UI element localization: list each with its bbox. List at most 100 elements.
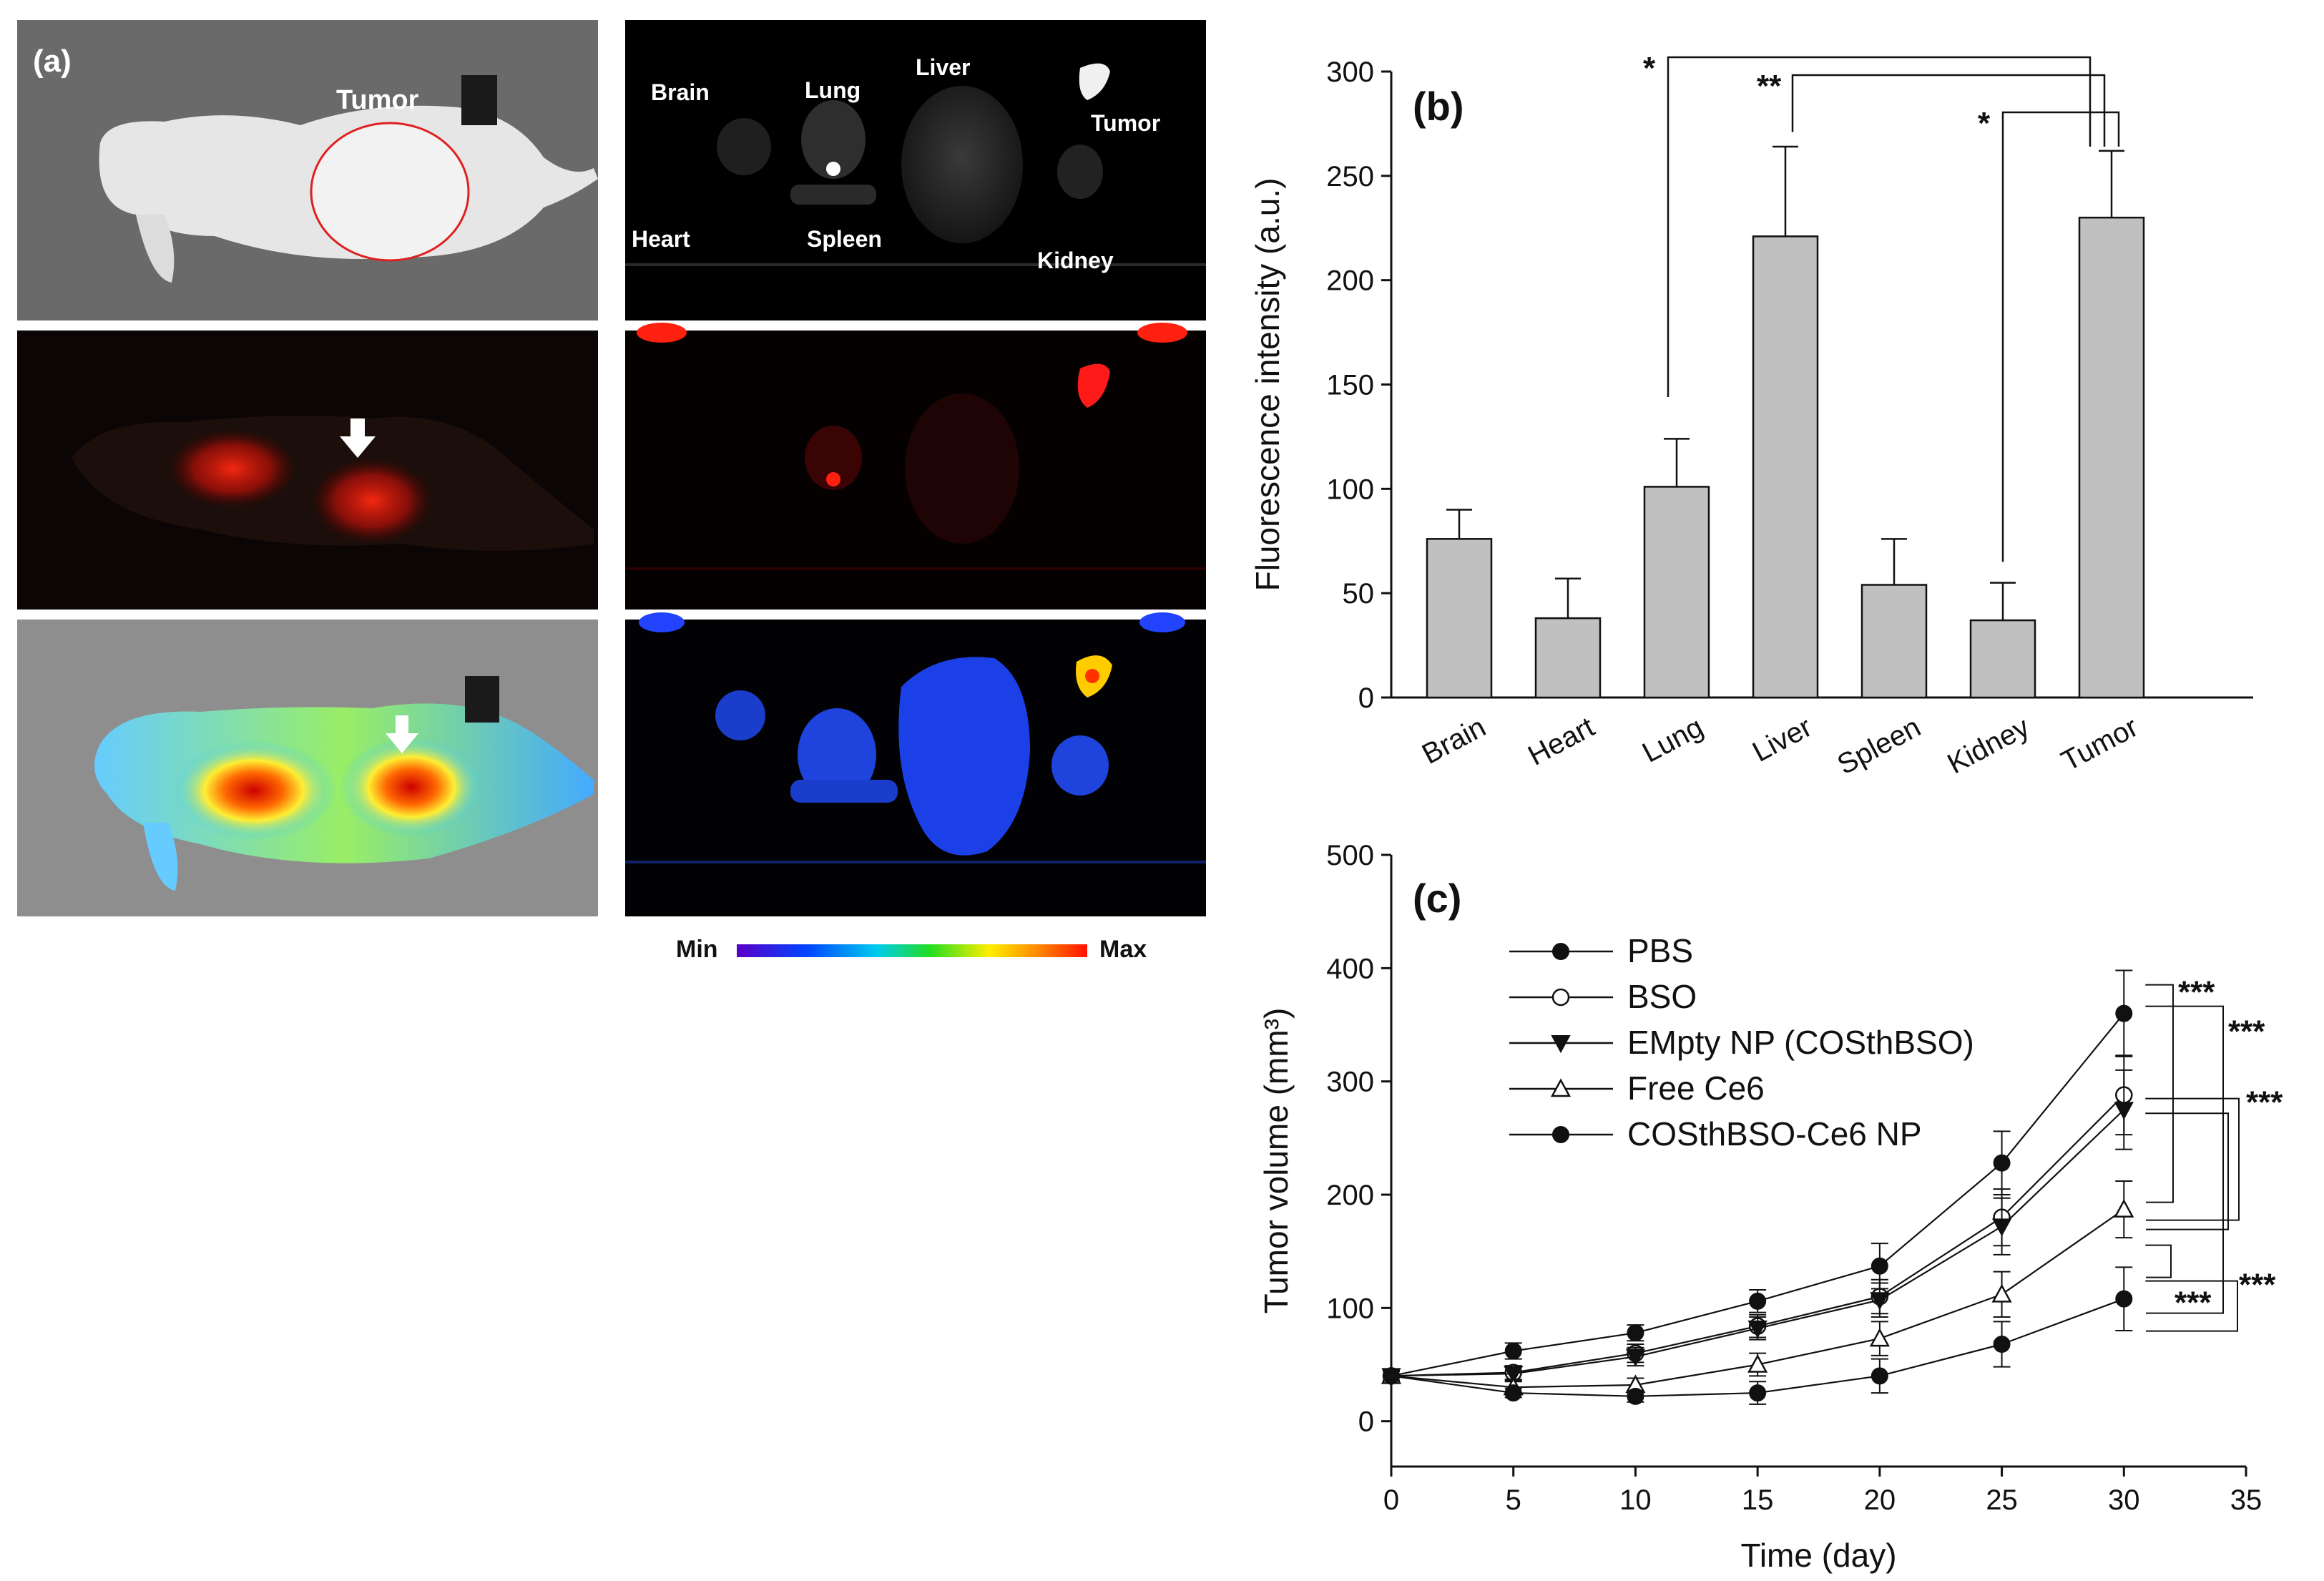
line-chart-c: (c) 0 100 200 300 400 500 0 5 10 15 20 25 30 35 Time (… [1257, 840, 2283, 1574]
bar-liver [1752, 235, 1819, 699]
significance-bracket [2145, 1280, 2238, 1332]
x-tick-label: Tumor [2056, 711, 2143, 777]
y-tick-label: 300 [1326, 57, 1374, 88]
heat-organ-tumor-core [1085, 669, 1099, 683]
heat-organ-lung [798, 708, 876, 801]
x-tick-label: 35 [2230, 1484, 2262, 1516]
significance-bracket [1791, 74, 2106, 147]
data-point [1625, 1348, 1646, 1367]
significance-label: *** [2246, 1085, 2283, 1120]
significance-bracket [2145, 1244, 2172, 1278]
legend-marker [1551, 988, 1570, 1007]
significance-bracket [1667, 56, 2092, 397]
legend-label: EMpty NP (COSthBSO) [1627, 1024, 1974, 1061]
x-tick-label: 15 [1742, 1484, 1774, 1516]
x-tick-label: 30 [2108, 1484, 2140, 1516]
fluor-organ-liver [905, 393, 1019, 544]
y-tick-label: 300 [1326, 1067, 1374, 1098]
data-point [2115, 1290, 2133, 1308]
dark-object [461, 75, 497, 125]
colorbar-min: Min [676, 936, 718, 963]
legend-marker [1552, 1126, 1569, 1143]
data-point [1504, 1366, 1524, 1384]
organ-lung-hotspot [826, 162, 840, 176]
legend-marker [1552, 943, 1569, 960]
significance-label: * [1978, 106, 1991, 141]
arrow-down-2 [386, 715, 418, 753]
heat-organ-kidney [1051, 735, 1109, 796]
panel-a: (a) Tumor Brain Lung Liver Tumor Heart S… [17, 20, 1206, 963]
y-tick-label: 200 [1326, 1180, 1374, 1211]
organ-label-tumor: Tumor [1091, 110, 1160, 136]
significance-label: ** [1757, 69, 1782, 104]
data-point [1627, 1324, 1644, 1342]
data-point [1993, 1336, 2011, 1353]
heat-organ-brain [715, 690, 765, 740]
data-point [1627, 1387, 1644, 1405]
bar-spleen [1860, 584, 1928, 699]
significance-label: *** [2175, 1286, 2212, 1321]
fluor-corner-right [1137, 323, 1187, 343]
legend-label: BSO [1627, 978, 1697, 1015]
fluor-organ-lung [805, 426, 862, 490]
mouse-ear [136, 215, 175, 283]
y-tick-label: 0 [1358, 682, 1374, 714]
x-tick-label: Spleen [1833, 711, 1926, 780]
organ-lung [801, 100, 866, 179]
tumor-label: Tumor [336, 85, 419, 115]
organ-tumor [1079, 63, 1110, 100]
x-axis-title: Time (day) [1740, 1537, 1896, 1574]
organ-label-liver: Liver [916, 54, 970, 80]
legend-marker [1550, 1078, 1572, 1097]
data-point [1871, 1367, 1888, 1385]
significance-bracket [2145, 1097, 2240, 1221]
x-tick-label: Kidney [1943, 711, 2035, 780]
significance-bracket [2145, 1112, 2229, 1230]
bar-lung [1643, 486, 1710, 699]
x-tick-label: Liver [1747, 711, 1817, 768]
bar-brain [1426, 538, 1493, 699]
data-point [2115, 1004, 2133, 1022]
significance-bracket [2145, 984, 2174, 1203]
significance-label: *** [2178, 975, 2215, 1010]
x-tick-label: 10 [1619, 1484, 1652, 1516]
organ-label-lung: Lung [805, 77, 861, 103]
y-axis-title: Tumor volume (mm³) [1257, 1008, 1295, 1314]
fluor-corner-left [637, 323, 687, 343]
tumor-circle [310, 122, 470, 262]
bar-chart-b: (b) 0 50 100 150 200 250 300 Brain Heart Lung Live… [1249, 51, 2253, 780]
legend-label: Free Ce6 [1627, 1070, 1765, 1107]
data-point [1991, 1283, 2012, 1303]
organ-label-brain: Brain [651, 79, 710, 105]
significance-label: * [1643, 51, 1656, 86]
organ-liver [901, 86, 1023, 243]
data-point [1749, 1384, 1767, 1402]
data-point [1871, 1257, 1888, 1275]
x-tick-label: 5 [1506, 1484, 1521, 1516]
organ-label-spleen: Spleen [807, 226, 882, 252]
x-tick-label: Heart [1523, 711, 1599, 772]
significance-label: *** [2228, 1014, 2265, 1049]
y-tick-label: 250 [1326, 161, 1374, 192]
fluor-organ-tumor [1077, 363, 1110, 408]
organ-label-kidney: Kidney [1037, 248, 1114, 273]
colorbar-max: Max [1099, 936, 1147, 963]
data-point [1991, 1218, 2012, 1237]
bar-heart [1534, 617, 1602, 699]
x-tick-label: Lung [1637, 711, 1708, 769]
organ-label-heart: Heart [632, 226, 690, 252]
panel-b-label: (b) [1413, 84, 1464, 129]
bar-tumor [2078, 216, 2145, 699]
heat-corner-left [639, 612, 685, 632]
data-point [1747, 1354, 1768, 1373]
x-tick-label: 20 [1864, 1484, 1896, 1516]
y-tick-label: 100 [1326, 1293, 1374, 1324]
panel-c-label: (c) [1413, 876, 1461, 921]
significance-label: *** [2239, 1268, 2276, 1303]
colorbar [737, 944, 1087, 957]
legend-marker [1551, 1035, 1571, 1054]
fluor-organ-lung-spot [826, 472, 840, 486]
fluor-spot-1 [168, 429, 297, 508]
legend-label: PBS [1627, 932, 1693, 969]
